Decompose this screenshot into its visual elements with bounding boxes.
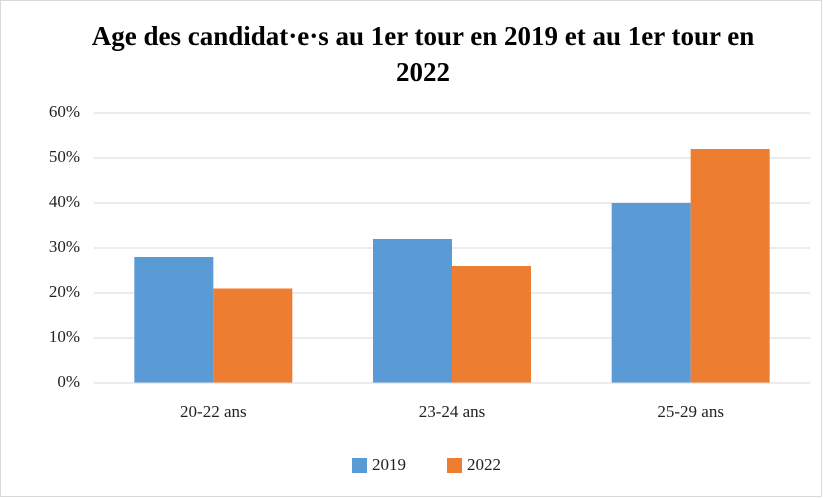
- y-tick-label: 0%: [57, 372, 80, 391]
- bar: [373, 239, 452, 383]
- y-tick-label: 10%: [49, 327, 80, 346]
- legend-swatch: [447, 458, 462, 473]
- y-tick-label: 30%: [49, 237, 80, 256]
- y-tick-label: 50%: [49, 147, 80, 166]
- y-tick-label: 20%: [49, 282, 80, 301]
- y-tick-label: 60%: [49, 102, 80, 121]
- legend-label: 2022: [467, 455, 501, 474]
- bar: [690, 149, 770, 383]
- bar: [611, 203, 691, 383]
- y-tick-label: 40%: [49, 192, 80, 211]
- legend-label: 2019: [372, 455, 406, 474]
- x-tick-label: 25-29 ans: [657, 402, 724, 421]
- x-tick-label: 23-24 ans: [419, 402, 486, 421]
- bar: [452, 266, 531, 383]
- bar: [213, 288, 293, 383]
- x-tick-label: 20-22 ans: [180, 402, 247, 421]
- chart-title: Age des candidat·e·s au 1er tour en 2019…: [91, 21, 755, 87]
- legend-swatch: [352, 458, 367, 473]
- bar: [134, 257, 214, 383]
